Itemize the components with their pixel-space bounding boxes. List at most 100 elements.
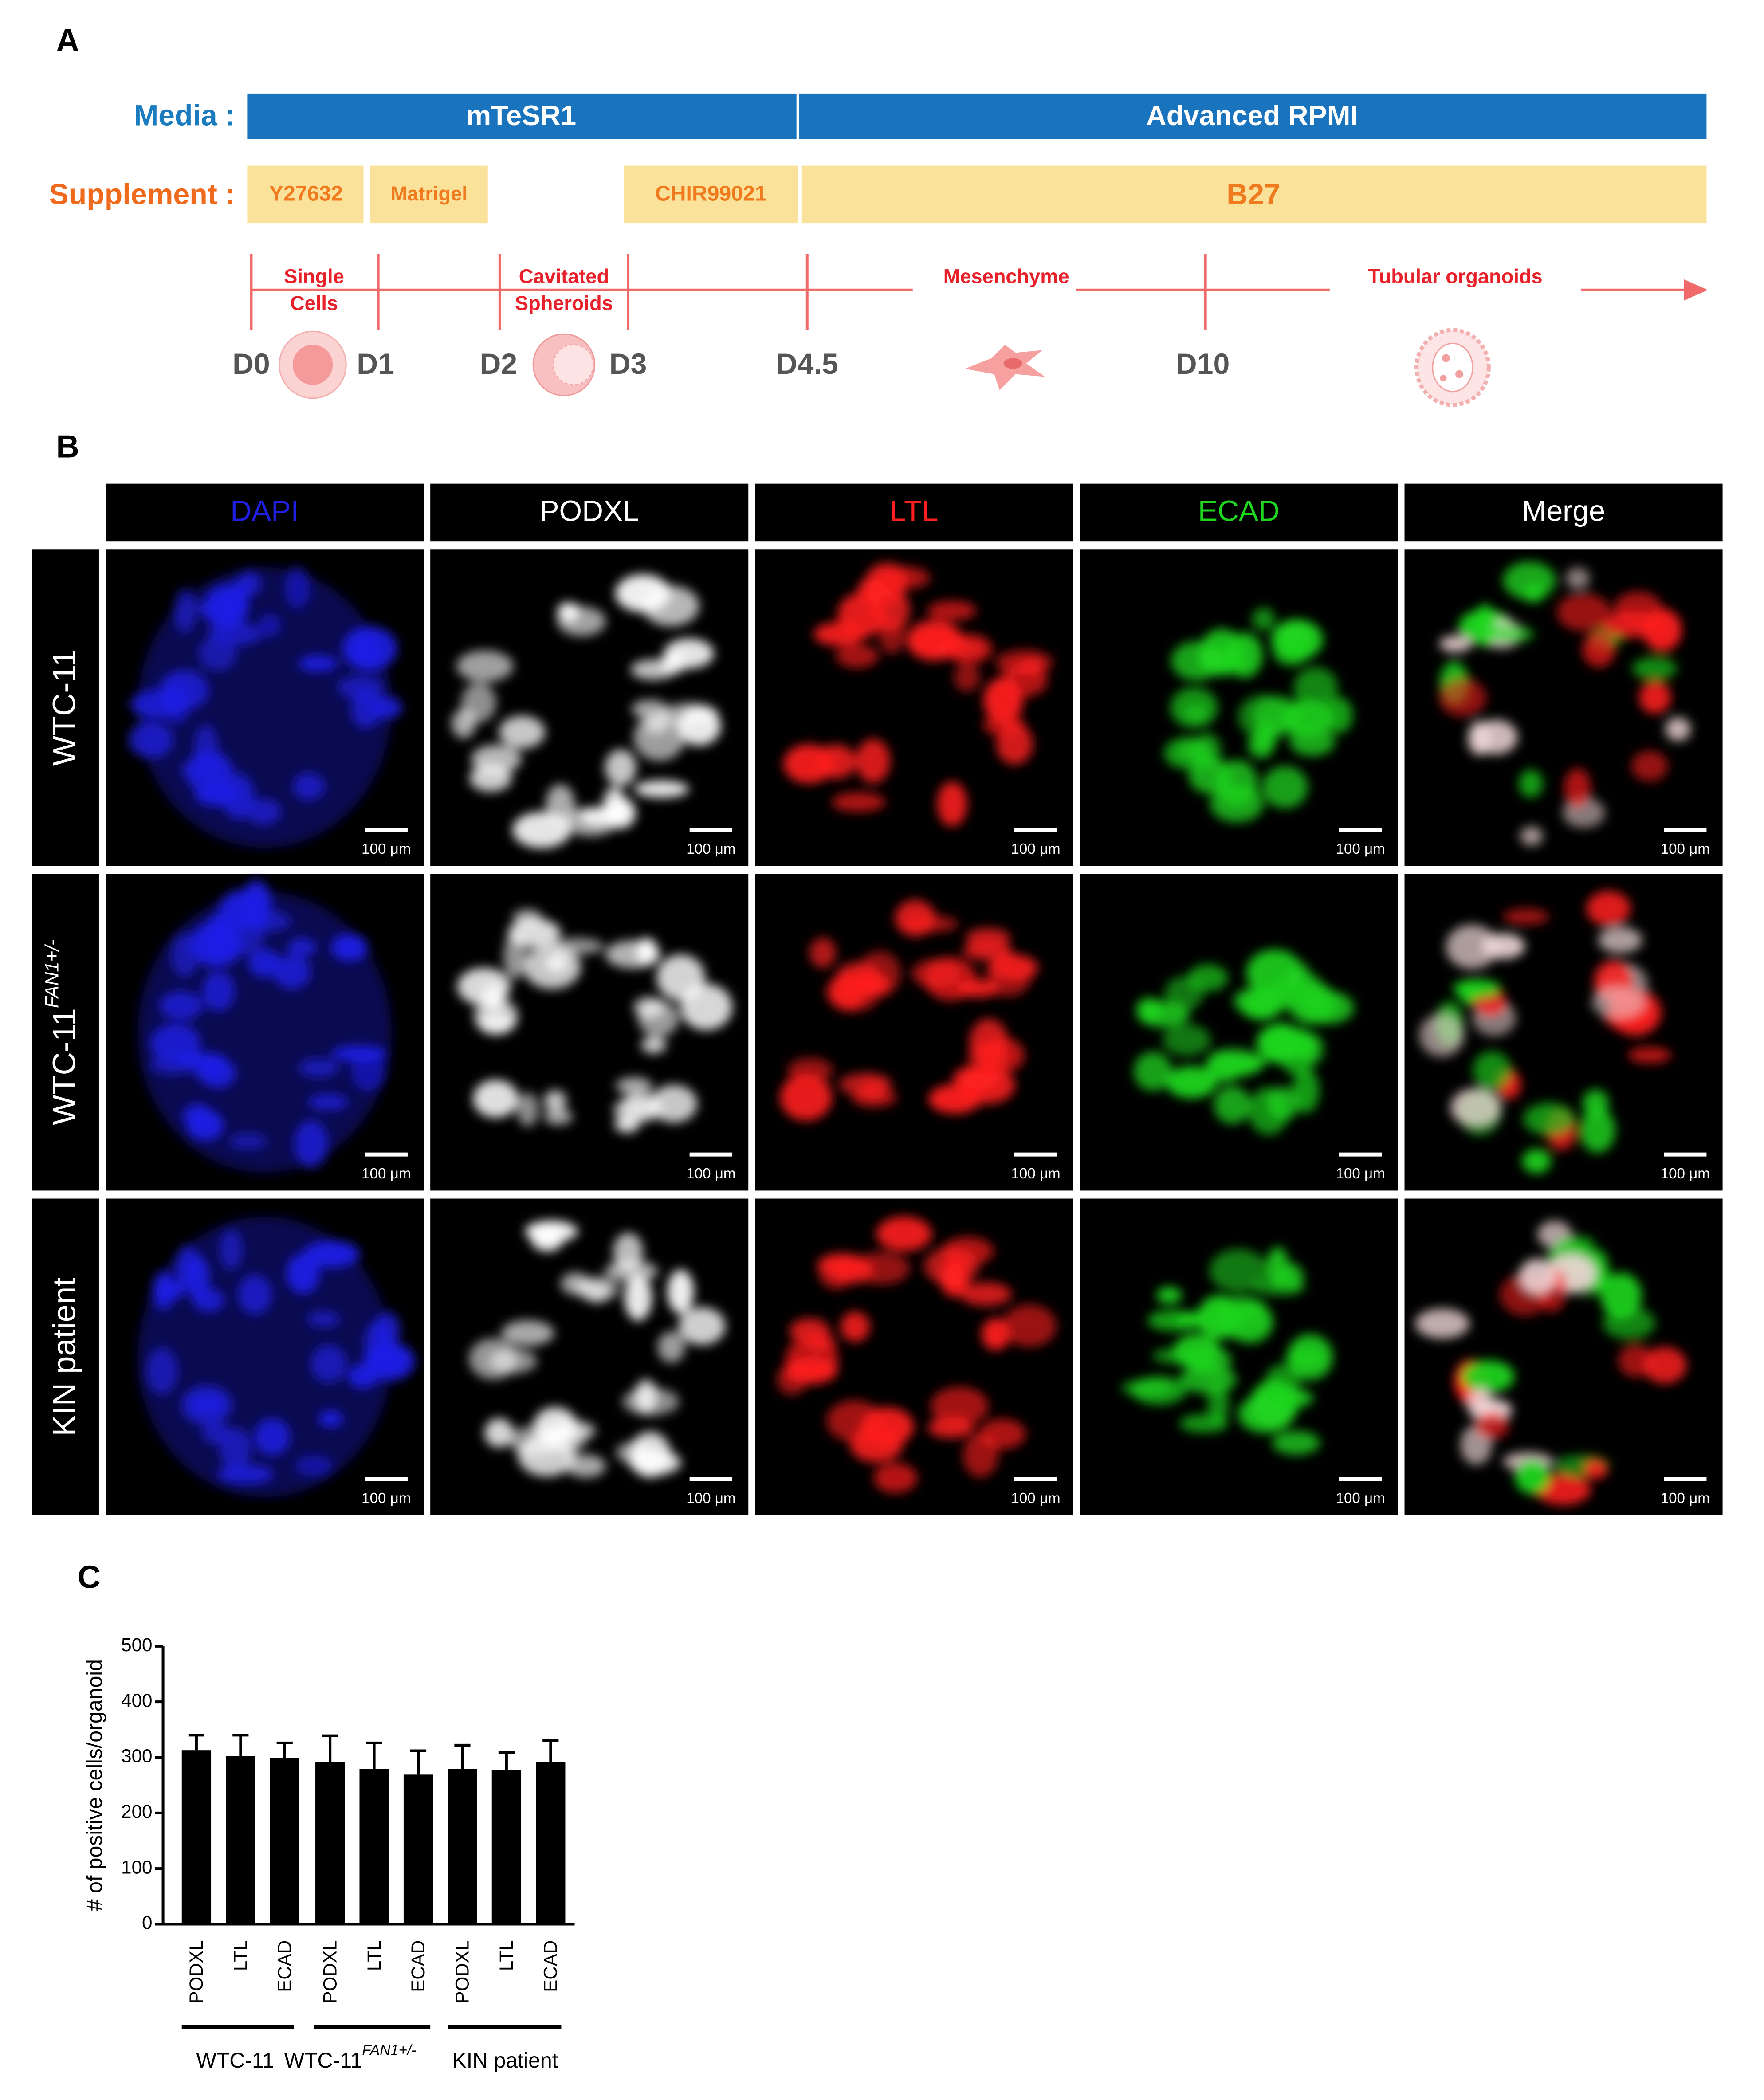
row-label-name: KIN patient: [47, 1278, 83, 1437]
image-blob: [247, 798, 281, 825]
image-blob: [631, 699, 668, 719]
image-blob: [853, 1252, 910, 1285]
scale-bar-label: 100 μm: [1336, 1490, 1385, 1507]
micrograph-signal: [1415, 1221, 1687, 1505]
error-bar: [498, 1751, 515, 1770]
image-blob: [634, 780, 689, 798]
image-blob: [1278, 1027, 1316, 1075]
image-blob: [474, 998, 518, 1035]
image-blob: [201, 1421, 230, 1444]
image-blob: [238, 1274, 272, 1315]
image-blob: [982, 715, 1025, 736]
day-label: D0: [232, 348, 270, 381]
y-tick-label: 400: [121, 1690, 152, 1711]
image-blob: [254, 1418, 291, 1456]
image-blob: [146, 1347, 178, 1395]
image-blob: [1170, 687, 1218, 728]
y-tick-label: 300: [121, 1746, 152, 1766]
micrograph-signal: [1439, 561, 1691, 846]
image-blob: [1556, 593, 1611, 632]
image-blob: [1266, 1364, 1301, 1395]
bar: [359, 1769, 389, 1924]
micrograph: [1080, 874, 1398, 1191]
micrograph-signal: [138, 880, 392, 1173]
x-tick-label: PODXL: [452, 1940, 473, 2004]
image-blob: [924, 1247, 979, 1285]
image-blob: [1481, 933, 1525, 959]
image-blob: [1564, 768, 1591, 809]
scale-bar-label: 100 μm: [686, 841, 735, 857]
image-blob: [1632, 657, 1677, 680]
image-blob: [575, 1276, 620, 1302]
micrograph: [1080, 1198, 1398, 1515]
column-header: DAPI: [230, 495, 299, 527]
image-blob: [174, 588, 196, 633]
group-name: WTC-11: [196, 2049, 274, 2073]
supplement-box: [624, 165, 798, 224]
image-blob: [1518, 1258, 1556, 1295]
image-blob: [1233, 986, 1291, 1016]
image-blob: [364, 1321, 393, 1368]
row-label-bg: [32, 874, 99, 1191]
column-header-bg: [1080, 483, 1398, 542]
image-blob: [879, 617, 905, 654]
error-bar: [366, 1741, 382, 1769]
image-blob: [1583, 1459, 1607, 1479]
image-blob: [150, 1023, 201, 1064]
image-blob: [657, 1331, 685, 1363]
image-blob: [641, 1036, 667, 1054]
supplement-box: [801, 165, 1707, 224]
image-blob: [1555, 1235, 1595, 1253]
image-blob: [629, 1449, 681, 1476]
image-blob: [1439, 635, 1473, 652]
image-blob: [777, 1364, 807, 1395]
scale-bar-label: 100 μm: [1661, 841, 1710, 857]
image-blob: [638, 1001, 679, 1037]
image-blob: [1156, 1287, 1182, 1304]
image-blob: [953, 1066, 999, 1091]
image-blob: [508, 919, 561, 948]
panel-label: B: [56, 429, 79, 464]
image-blob: [860, 588, 904, 608]
image-blob: [1262, 766, 1308, 809]
image-blob: [1631, 750, 1668, 781]
image-blob: [605, 940, 660, 969]
bar: [181, 1750, 212, 1924]
stage-label: Cells: [290, 292, 338, 314]
micrograph-signal: [128, 566, 403, 848]
stage-label: Mesenchyme: [943, 265, 1069, 288]
cell-icon: [292, 345, 333, 385]
image-blob: [1205, 1050, 1242, 1083]
x-tick-label: PODXL: [319, 1940, 340, 2004]
stage-label: Single: [284, 265, 344, 288]
image-blob: [614, 1116, 640, 1133]
supplement-item: Matrigel: [391, 182, 468, 205]
micrograph: [755, 549, 1073, 866]
bar: [315, 1762, 345, 1924]
image-blob: [1643, 1347, 1687, 1384]
column-header-bg: [106, 483, 424, 542]
error-bar: [188, 1734, 204, 1751]
image-blob: [1288, 982, 1337, 1024]
image-blob: [546, 784, 575, 824]
image-blob: [530, 1225, 564, 1252]
image-blob: [318, 1410, 343, 1427]
image-blob: [680, 984, 732, 1030]
column-header: ECAD: [1198, 495, 1280, 527]
image-blob: [501, 1320, 554, 1346]
image-blob: [299, 1058, 339, 1078]
day-label: D1: [357, 348, 394, 381]
micrograph-signal: [777, 1216, 1057, 1493]
column-header: Merge: [1522, 495, 1605, 527]
supplement-box: [370, 165, 488, 224]
image-blob: [1522, 1149, 1551, 1174]
supplement-box: [247, 165, 364, 224]
day-label: D3: [609, 348, 647, 381]
scale-bar-label: 100 μm: [1336, 1166, 1385, 1182]
image-blob: [208, 622, 263, 646]
image-blob: [1520, 826, 1543, 846]
x-tick-label: LTL: [364, 1940, 385, 1971]
image-blob: [1600, 1272, 1642, 1319]
image-blob: [1252, 607, 1275, 631]
